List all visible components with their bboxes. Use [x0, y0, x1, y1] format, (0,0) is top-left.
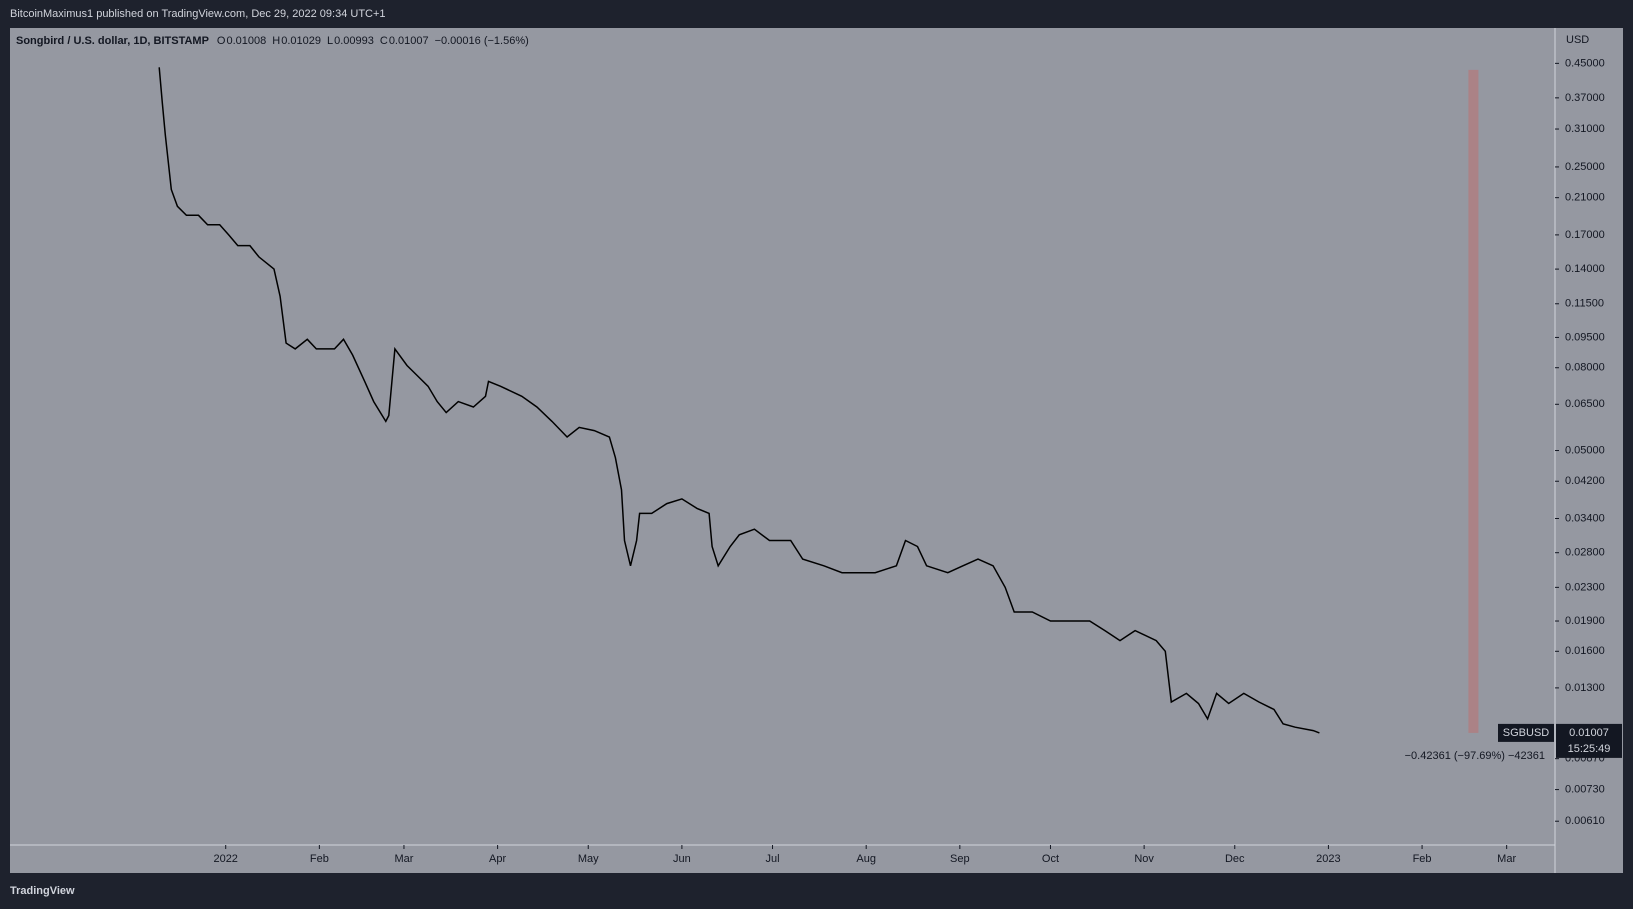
y-tick-label: 0.00730 — [1565, 783, 1605, 795]
ohlc-value: 0.01029 — [281, 35, 321, 47]
y-tick-label: 0.03400 — [1565, 512, 1605, 524]
y-tick-label: 0.04200 — [1565, 475, 1605, 487]
change: −0.00016 (−1.56%) — [435, 35, 529, 47]
x-tick-label: Mar — [1497, 853, 1516, 865]
ohlc-value: 0.00993 — [334, 35, 374, 47]
x-tick-label: Oct — [1042, 853, 1059, 865]
symbol: SGBUSD — [1503, 727, 1550, 739]
y-tick-label: 0.45000 — [1565, 57, 1605, 69]
x-tick-label: Jun — [673, 853, 691, 865]
brand: TradingView — [10, 885, 75, 897]
x-tick-label: Aug — [856, 853, 876, 865]
y-tick-label: 0.06500 — [1565, 398, 1605, 410]
ohlc-value: 0.01007 — [389, 35, 429, 47]
x-tick-label: Dec — [1225, 853, 1245, 865]
y-tick-label: 0.01600 — [1565, 645, 1605, 657]
y-tick-label: 0.05000 — [1565, 444, 1605, 456]
x-tick-label: Feb — [1413, 853, 1432, 865]
ohlc-key: C — [380, 35, 388, 47]
publisher: BitcoinMaximus1 published on TradingView… — [10, 8, 386, 20]
y-tick-label: 0.01900 — [1565, 615, 1605, 627]
y-tick-label: 0.37000 — [1565, 92, 1605, 104]
y-tick-label: 0.01300 — [1565, 682, 1605, 694]
x-tick-label: Feb — [310, 853, 329, 865]
x-tick-label: Sep — [950, 853, 970, 865]
price-axis — [1555, 28, 1623, 845]
x-tick-label: Mar — [394, 853, 413, 865]
y-tick-label: 0.11500 — [1565, 298, 1604, 310]
time-axis — [10, 845, 1623, 873]
price-line — [158, 67, 1320, 734]
x-tick-label: Nov — [1134, 853, 1154, 865]
chart-pane — [10, 28, 1555, 845]
y-tick-label: 0.08000 — [1565, 362, 1605, 374]
ohlc-key: H — [272, 35, 280, 47]
countdown: 15:25:49 — [1568, 743, 1611, 755]
y-tick-label: 0.17000 — [1565, 229, 1605, 241]
y-tick-label: 0.02800 — [1565, 547, 1605, 559]
y-tick-label: 0.09500 — [1565, 331, 1605, 343]
measure-label: −0.42361 (−97.69%) −42361 — [1405, 750, 1545, 762]
y-tick-label: 0.31000 — [1565, 123, 1605, 135]
y-tick-label: 0.25000 — [1565, 161, 1605, 173]
ohlc-value: 0.01008 — [226, 35, 266, 47]
measure-bar — [1468, 69, 1479, 733]
last-price: 0.01007 — [1569, 727, 1609, 739]
y-tick-label: 0.02300 — [1565, 581, 1605, 593]
y-axis-label: USD — [1566, 34, 1589, 46]
x-tick-label: Apr — [489, 853, 506, 865]
x-tick-label: 2022 — [213, 853, 237, 865]
chart-title: Songbird / U.S. dollar, 1D, BITSTAMP — [16, 35, 209, 47]
x-tick-label: Jul — [765, 853, 779, 865]
y-tick-label: 0.21000 — [1565, 192, 1605, 204]
ohlc-key: L — [327, 35, 333, 47]
symbol-tag — [1498, 723, 1554, 742]
price-tag — [1556, 723, 1622, 758]
x-tick-label: 2023 — [1316, 853, 1340, 865]
ohlc-key: O — [217, 35, 226, 47]
legend: Songbird / U.S. dollar, 1D, BITSTAMP O 0.… — [16, 35, 529, 47]
x-tick-label: May — [578, 853, 599, 865]
y-tick-label: 0.00610 — [1565, 815, 1605, 827]
y-tick-label: 0.14000 — [1565, 263, 1605, 275]
